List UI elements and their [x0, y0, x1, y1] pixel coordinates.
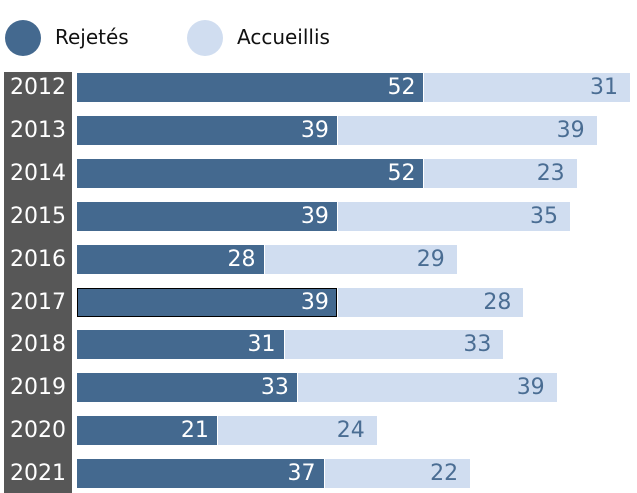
bar-accueillis-2014: [424, 158, 577, 188]
value-label-accueillis-2016: 29: [416, 246, 445, 272]
bar-rejetes-2017: [77, 287, 337, 317]
bar-rejetes-2019: [77, 373, 297, 403]
value-label-rejetes-2021: 37: [287, 461, 316, 487]
bar-rejetes-2013: [77, 115, 337, 145]
value-label-rejetes-2017: 39: [300, 289, 329, 315]
year-axis-background: [4, 72, 72, 493]
year-label-2013: 2013: [10, 117, 66, 143]
bar-accueillis-2018: [284, 330, 504, 360]
legend-label-rejetes: Rejetés: [55, 25, 129, 49]
bar-rejetes-2015: [77, 201, 337, 231]
year-label-2021: 2021: [10, 461, 66, 487]
value-label-accueillis-2014: 23: [536, 160, 565, 186]
bar-accueillis-2017: [337, 287, 524, 317]
value-label-rejetes-2013: 39: [300, 117, 329, 143]
legend-label-accueillis: Accueillis: [237, 25, 330, 49]
year-label-2015: 2015: [10, 203, 66, 229]
year-label-2016: 2016: [10, 246, 66, 272]
value-label-rejetes-2018: 31: [247, 332, 276, 358]
bar-accueillis-2021: [324, 459, 471, 489]
bar-accueillis-2020: [217, 416, 377, 446]
bar-rejetes-2018: [77, 330, 284, 360]
value-label-rejetes-2012: 52: [387, 75, 416, 100]
year-label-2020: 2020: [10, 418, 66, 444]
bar-rejetes-2020: [77, 416, 217, 446]
value-label-accueillis-2013: 39: [556, 117, 585, 143]
year-label-2018: 2018: [10, 332, 66, 358]
bar-accueillis-2016: [264, 244, 457, 274]
legend-swatch-accueillis: [187, 20, 223, 56]
value-label-accueillis-2018: 33: [463, 332, 492, 358]
value-label-accueillis-2020: 24: [336, 418, 365, 444]
bar-accueillis-2013: [337, 115, 597, 145]
value-label-rejetes-2014: 52: [387, 160, 416, 186]
value-label-rejetes-2016: 28: [227, 246, 256, 272]
bar-rejetes-2012: [77, 73, 424, 102]
year-label-2012: 2012: [10, 75, 66, 100]
bar-accueillis-2019: [297, 373, 557, 403]
value-label-accueillis-2017: 28: [483, 289, 512, 315]
value-label-accueillis-2021: 22: [430, 461, 459, 487]
value-label-accueillis-2015: 35: [530, 203, 559, 229]
year-label-2014: 2014: [10, 160, 66, 186]
value-label-accueillis-2019: 39: [516, 375, 545, 401]
year-label-2017: 2017: [10, 289, 66, 315]
year-label-2019: 2019: [10, 375, 66, 401]
bar-rejetes-2021: [77, 459, 324, 489]
bar-accueillis-2015: [337, 201, 571, 231]
bar-accueillis-2012: [424, 73, 630, 102]
bar-rejetes-2016: [77, 244, 264, 274]
bar-rejetes-2014: [77, 158, 424, 188]
value-label-rejetes-2019: 33: [260, 375, 289, 401]
value-label-accueillis-2012: 31: [589, 75, 618, 100]
value-label-rejetes-2020: 21: [180, 418, 209, 444]
legend-swatch-rejetes: [5, 20, 41, 56]
value-label-rejetes-2015: 39: [300, 203, 329, 229]
